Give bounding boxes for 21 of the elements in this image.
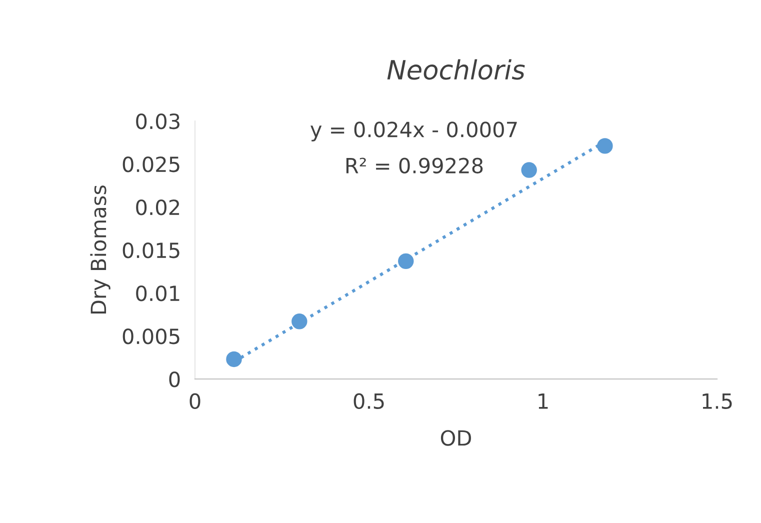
chart-title: Neochloris	[387, 59, 525, 80]
y-tick-label: 0.03	[136, 113, 180, 130]
x-tick-label: 0	[190, 393, 200, 410]
y-axis-title: Dry Biomass	[90, 185, 110, 314]
x-tick-label: 1.5	[702, 394, 732, 410]
point	[292, 314, 308, 330]
y-tick-label: 0	[169, 371, 180, 388]
point	[597, 138, 613, 154]
point	[398, 253, 414, 270]
point	[521, 162, 537, 178]
x-tick-label: 0.5	[354, 393, 384, 410]
y-tick-label: 0.01	[136, 285, 180, 302]
point	[226, 351, 242, 368]
x-tick-label: 1	[538, 394, 548, 409]
y-tick-label: 0.02	[136, 199, 180, 216]
x-axis-title: OD	[440, 430, 471, 446]
annotation: R² = 0.99228	[346, 158, 483, 174]
y-tick-label: 0.015	[122, 242, 180, 258]
y-tick-label: 0.025	[122, 156, 180, 172]
annotation: y = 0.024x - 0.0007	[310, 122, 517, 142]
y-tick-label: 0.005	[122, 328, 180, 344]
